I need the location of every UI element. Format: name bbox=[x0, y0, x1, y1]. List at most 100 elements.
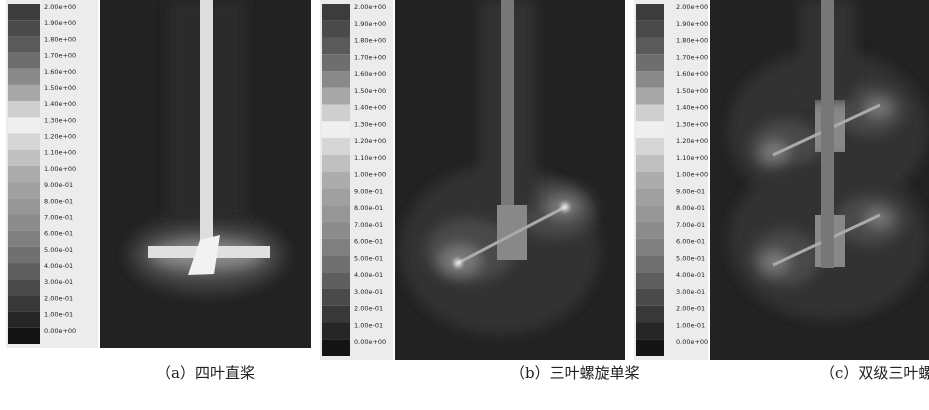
legend-swatch bbox=[322, 71, 350, 88]
legend-label: 8.00e-01 bbox=[676, 204, 705, 212]
legend-swatch bbox=[8, 182, 40, 198]
legend-label: 4.00e-01 bbox=[676, 271, 705, 279]
legend-label: 1.50e+00 bbox=[354, 87, 386, 95]
legend-swatch bbox=[636, 121, 664, 138]
legend-swatch bbox=[636, 289, 664, 306]
legend-label: 3.00e-01 bbox=[676, 288, 705, 296]
legend-swatch bbox=[322, 155, 350, 172]
legend-swatch bbox=[8, 53, 40, 69]
legend-label: 1.20e+00 bbox=[676, 137, 708, 145]
legend-swatch bbox=[636, 188, 664, 205]
legend-label: 1.20e+00 bbox=[354, 137, 386, 145]
legend-swatch bbox=[636, 155, 664, 172]
legend-swatch bbox=[322, 172, 350, 189]
caption: （b）三叶螺旋单桨 bbox=[510, 364, 640, 382]
contour bbox=[454, 259, 462, 267]
legend-swatch bbox=[322, 121, 350, 138]
legend-swatch bbox=[636, 239, 664, 256]
legend-swatch bbox=[636, 138, 664, 155]
legend-swatch bbox=[8, 295, 40, 311]
contour bbox=[760, 250, 790, 274]
legend-swatch bbox=[8, 214, 40, 230]
legend-swatch bbox=[636, 54, 664, 71]
legend-swatch bbox=[322, 322, 350, 339]
legend-swatch bbox=[636, 105, 664, 122]
legend-label: 7.00e-01 bbox=[44, 213, 73, 221]
legend-swatch bbox=[8, 69, 40, 85]
legend-label: 1.00e+00 bbox=[354, 171, 386, 179]
legend-label: 1.00e-01 bbox=[354, 321, 383, 329]
panel: 2.00e+001.90e+001.80e+001.70e+001.60e+00… bbox=[320, 0, 640, 382]
legend-label: 5.00e-01 bbox=[676, 254, 705, 262]
legend-label: 4.00e-01 bbox=[44, 262, 73, 270]
legend-swatch bbox=[636, 4, 664, 21]
shaft bbox=[821, 0, 834, 268]
legend-swatch bbox=[636, 205, 664, 222]
legend-swatch bbox=[322, 222, 350, 239]
legend-swatch bbox=[322, 88, 350, 105]
legend-label: 8.00e-01 bbox=[44, 197, 73, 205]
legend-swatch bbox=[8, 117, 40, 133]
legend-swatch bbox=[322, 255, 350, 272]
legend-swatch bbox=[8, 312, 40, 328]
legend-label: 1.50e+00 bbox=[44, 84, 76, 92]
legend-label: 1.30e+00 bbox=[44, 116, 76, 124]
caption: （c）双级三叶螺旋式桨 bbox=[820, 364, 929, 382]
legend-label: 9.00e-01 bbox=[676, 187, 705, 195]
legend-swatch bbox=[8, 150, 40, 166]
legend-swatch bbox=[8, 231, 40, 247]
legend-swatch bbox=[8, 263, 40, 279]
legend-label: 6.00e-01 bbox=[676, 238, 705, 246]
panel: 2.00e+001.90e+001.80e+001.70e+001.60e+00… bbox=[6, 0, 311, 382]
legend-swatch bbox=[8, 198, 40, 214]
legend-swatch bbox=[322, 272, 350, 289]
legend-swatch bbox=[322, 4, 350, 21]
legend-label: 1.70e+00 bbox=[44, 52, 76, 60]
legend-swatch bbox=[636, 222, 664, 239]
legend-label: 1.60e+00 bbox=[44, 68, 76, 76]
legend-swatch bbox=[322, 105, 350, 122]
legend-label: 1.80e+00 bbox=[676, 37, 708, 45]
legend-label: 5.00e-01 bbox=[44, 246, 73, 254]
legend-swatch bbox=[322, 38, 350, 55]
legend-label: 2.00e-01 bbox=[676, 305, 705, 313]
legend-swatch bbox=[8, 134, 40, 150]
legend-label: 2.00e-01 bbox=[354, 305, 383, 313]
legend-swatch bbox=[8, 279, 40, 295]
legend-swatch bbox=[8, 101, 40, 117]
shaft bbox=[501, 0, 514, 210]
legend-label: 1.90e+00 bbox=[354, 20, 386, 28]
legend-label: 9.00e-01 bbox=[354, 187, 383, 195]
legend-swatch bbox=[322, 188, 350, 205]
legend-label: 2.00e+00 bbox=[676, 3, 708, 11]
legend-label: 3.00e-01 bbox=[354, 288, 383, 296]
legend-swatch bbox=[636, 272, 664, 289]
legend-swatch bbox=[636, 339, 664, 356]
legend-label: 6.00e-01 bbox=[44, 230, 73, 238]
legend-label: 1.70e+00 bbox=[676, 53, 708, 61]
legend-label: 1.00e+00 bbox=[676, 171, 708, 179]
figure: 2.00e+00 1.90e+00 1.80e+00 1.70e+00 1.60e+00… bbox=[0, 0, 929, 410]
legend-label: 1.20e+00 bbox=[44, 133, 76, 141]
legend-label: 8.00e-01 bbox=[354, 204, 383, 212]
legend-swatch bbox=[322, 239, 350, 256]
contour bbox=[864, 208, 892, 228]
contour bbox=[864, 98, 892, 118]
contour bbox=[760, 140, 790, 164]
legend-label: 1.50e+00 bbox=[676, 87, 708, 95]
legend-label: 1.40e+00 bbox=[44, 100, 76, 108]
legend-swatch bbox=[8, 85, 40, 101]
shaft bbox=[200, 0, 213, 250]
legend-swatch bbox=[636, 255, 664, 272]
legend-swatch bbox=[636, 322, 664, 339]
legend-swatch bbox=[8, 4, 40, 20]
caption: （a）四叶直桨 bbox=[156, 364, 255, 382]
legend-label: 1.30e+00 bbox=[354, 120, 386, 128]
legend-swatch bbox=[8, 20, 40, 36]
legend-label: 1.10e+00 bbox=[44, 149, 76, 157]
legend-label: 1.40e+00 bbox=[676, 104, 708, 112]
legend-swatch bbox=[322, 21, 350, 38]
legend-swatch bbox=[322, 306, 350, 323]
hub bbox=[497, 205, 527, 260]
legend-label: 1.00e+00 bbox=[44, 165, 76, 173]
